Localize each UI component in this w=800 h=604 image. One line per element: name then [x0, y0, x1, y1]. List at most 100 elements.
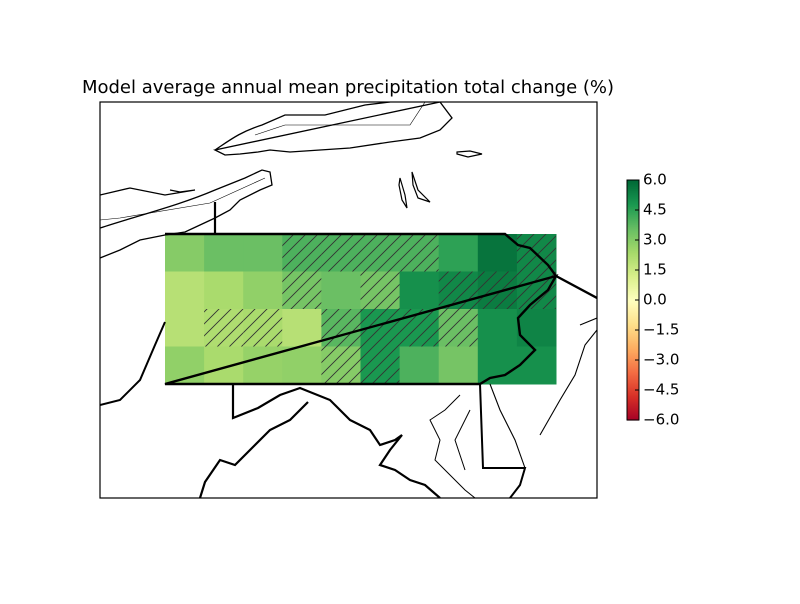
colorbar-segment: [627, 396, 639, 399]
colorbar-tick-label: −3.0: [643, 351, 679, 369]
colorbar-segment: [627, 248, 639, 251]
colorbar-segment: [627, 256, 639, 259]
colorbar-segment: [627, 226, 639, 229]
colorbar-segment: [627, 186, 639, 189]
colorbar-segment: [627, 376, 639, 379]
colorbar-segment: [627, 206, 639, 209]
colorbar-segment: [627, 338, 639, 341]
colorbar-segment: [627, 258, 639, 261]
colorbar-segment: [627, 308, 639, 311]
colorbar-segment: [627, 344, 639, 347]
colorbar-segment: [627, 244, 639, 247]
grid-cell: [243, 271, 283, 310]
colorbar-segment: [627, 348, 639, 351]
colorbar-segment: [627, 288, 639, 291]
colorbar-segment: [627, 414, 639, 417]
colorbar-segment: [627, 300, 639, 303]
hatch: [204, 309, 244, 347]
colorbar-segment: [627, 334, 639, 337]
colorbar-tick-label: 1.5: [643, 261, 667, 279]
colorbar-segment: [627, 340, 639, 343]
hatch: [399, 234, 439, 272]
colorbar-segment: [627, 268, 639, 271]
colorbar-segment: [627, 242, 639, 245]
colorbar-segment: [627, 230, 639, 233]
colorbar-segment: [627, 282, 639, 285]
colorbar-segment: [627, 260, 639, 263]
colorbar-segment: [627, 406, 639, 409]
grid-cell: [516, 346, 557, 385]
grid-cell: [516, 309, 557, 347]
grid-cell: [477, 346, 518, 385]
colorbar-segment: [627, 216, 639, 219]
colorbar-segment: [627, 210, 639, 213]
colorbar-segment: [627, 368, 639, 371]
colorbar-segment: [627, 184, 639, 187]
colorbar-segment: [627, 278, 639, 281]
colorbar-segment: [627, 312, 639, 315]
colorbar-segment: [627, 400, 639, 403]
colorbar-segment: [627, 222, 639, 225]
map-outlines: [100, 102, 597, 498]
colorbar-segment: [627, 298, 639, 301]
colorbar-segment: [627, 228, 639, 231]
colorbar-segment: [627, 316, 639, 319]
colorbar-tick-label: −4.5: [643, 381, 679, 399]
colorbar-segment: [627, 250, 639, 253]
grid-cell: [165, 234, 205, 272]
colorbar-segment: [627, 362, 639, 365]
grid-cell: [477, 309, 518, 347]
colorbar-segment: [627, 412, 639, 415]
colorbar-segment: [627, 346, 639, 349]
colorbar-segment: [627, 212, 639, 215]
colorbar-segment: [627, 380, 639, 383]
colorbar-tick-label: 0.0: [643, 291, 667, 309]
colorbar-segment: [627, 394, 639, 397]
colorbar-segment: [627, 370, 639, 373]
colorbar-segment: [627, 382, 639, 385]
colorbar-segment: [627, 408, 639, 411]
colorbar-segment: [627, 350, 639, 353]
colorbar-segment: [627, 294, 639, 297]
colorbar-segment: [627, 270, 639, 273]
colorbar-segment: [627, 328, 639, 331]
colorbar-tick-label: 6.0: [643, 171, 667, 189]
colorbar-segment: [627, 402, 639, 405]
grid-cell: [438, 234, 479, 272]
grid-cell: [399, 271, 440, 310]
colorbar-segment: [627, 236, 639, 239]
colorbar-segment: [627, 232, 639, 235]
colorbar-segment: [627, 224, 639, 227]
colorbar-segment: [627, 284, 639, 287]
colorbar-segment: [627, 238, 639, 241]
colorbar-segment: [627, 326, 639, 329]
colorbar-segment: [627, 388, 639, 391]
colorbar-segment: [627, 418, 639, 421]
hatch: [399, 309, 439, 347]
colorbar-segment: [627, 194, 639, 197]
colorbar-segment: [627, 280, 639, 283]
colorbar-segment: [627, 208, 639, 211]
colorbar-segment: [627, 364, 639, 367]
colorbar-tick-label: −1.5: [643, 321, 679, 339]
colorbar-segment: [627, 254, 639, 257]
hatch: [438, 309, 478, 347]
colorbar-segment: [627, 314, 639, 317]
colorbar-segment: [627, 272, 639, 275]
colorbar-segment: [627, 330, 639, 333]
colorbar-segment: [627, 404, 639, 407]
hatch: [282, 271, 322, 309]
colorbar-segment: [627, 290, 639, 293]
colorbar-segment: [627, 398, 639, 401]
hatch: [360, 234, 400, 272]
colorbar-segment: [627, 410, 639, 413]
colorbar-segment: [627, 354, 639, 357]
grid-cell: [204, 234, 244, 272]
chart-title: Model average annual mean precipitation …: [82, 77, 614, 98]
grid-cell: [282, 346, 322, 385]
colorbar-segment: [627, 198, 639, 201]
grid-cell: [282, 309, 322, 347]
grid-cell: [165, 271, 205, 310]
colorbar-segment: [627, 372, 639, 375]
